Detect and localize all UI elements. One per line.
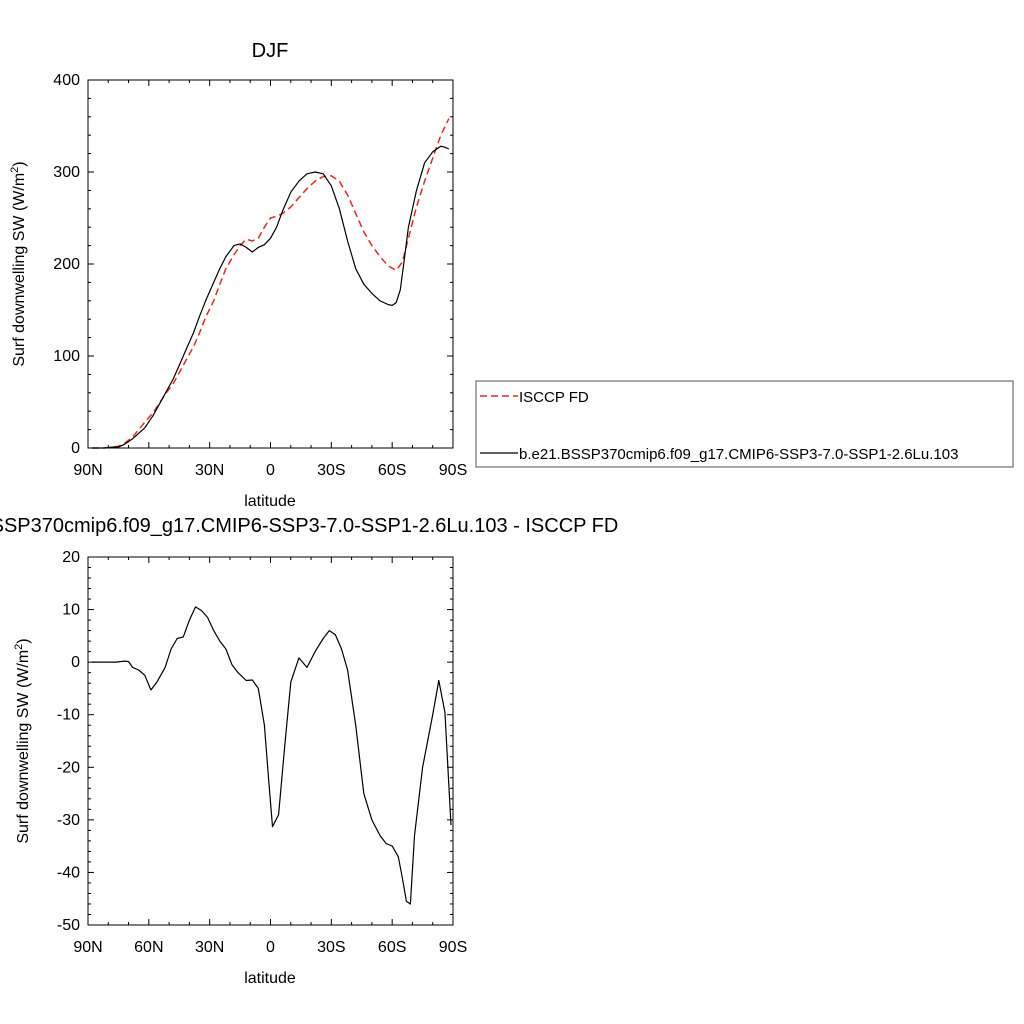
x-tick-label: 30S bbox=[317, 939, 345, 956]
y-axis-title-main: Surf downwelling SW bbox=[11, 215, 28, 367]
x-tick-label: 90S bbox=[439, 939, 467, 956]
series-line-isccp bbox=[92, 118, 450, 449]
x-tick-label: 30S bbox=[317, 462, 345, 479]
x-tick-label: 90S bbox=[439, 462, 467, 479]
x-tick-label: 0 bbox=[266, 939, 275, 956]
legend-label-isccp: ISCCP FD bbox=[519, 389, 589, 406]
y-tick-label: -30 bbox=[57, 812, 80, 829]
y-axis-title-unit: (W/m bbox=[11, 173, 28, 211]
x-tick-label: 90N bbox=[73, 462, 102, 479]
y-tick-label: -20 bbox=[57, 759, 80, 776]
y-tick-label: 300 bbox=[53, 164, 80, 181]
plot-area: 90N 60N 30N 0 30S 60S 90S 0 100 200 300 400 bbox=[53, 72, 467, 479]
y-tick-label: 400 bbox=[53, 72, 80, 89]
y-axis-title-unit: (W/m bbox=[15, 650, 32, 688]
x-tick-label: 60N bbox=[134, 462, 163, 479]
plot-frame bbox=[87, 79, 454, 449]
y-tick-label: -10 bbox=[57, 707, 80, 724]
y-axis-title-sup: 2 bbox=[13, 644, 25, 650]
y-tick-label: 10 bbox=[62, 602, 80, 619]
panel-bottom: b.e21.BSSP370cmip6.f09_g17.CMIP6-SSP3-7.… bbox=[0, 515, 618, 987]
y-tick-label: 0 bbox=[71, 440, 80, 457]
y-axis-title: Surf downwelling SW (W/m2) bbox=[13, 638, 32, 843]
x-tick-label: 90N bbox=[73, 939, 102, 956]
y-tick-label: 200 bbox=[53, 256, 80, 273]
x-axis-title: latitude bbox=[244, 493, 296, 510]
legend-label-model: b.e21.BSSP370cmip6.f09_g17.CMIP6-SSP3-7.… bbox=[519, 446, 958, 463]
legend: ISCCP FD b.e21.BSSP370cmip6.f09_g17.CMIP… bbox=[475, 380, 1014, 468]
y-axis-title-sup: 2 bbox=[9, 167, 21, 173]
y-tick-label: 0 bbox=[71, 654, 80, 671]
x-tick-label: 30N bbox=[195, 462, 224, 479]
y-axis-title: Surf downwelling SW (W/m2) bbox=[9, 161, 28, 366]
series-line-model bbox=[92, 145, 450, 449]
plot-frame bbox=[87, 556, 454, 926]
x-tick-label: 0 bbox=[266, 462, 275, 479]
x-axis-title: latitude bbox=[244, 970, 296, 987]
legend-box bbox=[475, 380, 1014, 468]
series-line-model bbox=[92, 606, 452, 905]
panel-title: DJF bbox=[252, 40, 289, 62]
plot-area: 90N 60N 30N 0 30S 60S 90S -50 -40 -30 -20 -10 0 10 20 bbox=[57, 549, 467, 956]
y-tick-label: -50 bbox=[57, 917, 80, 934]
y-axis-title-close: ) bbox=[11, 161, 28, 166]
x-tick-label: 30N bbox=[195, 939, 224, 956]
x-tick-label: 60S bbox=[378, 462, 406, 479]
y-tick-label: 20 bbox=[62, 549, 80, 566]
x-tick-label: 60N bbox=[134, 939, 163, 956]
y-axis-title-close: ) bbox=[15, 638, 32, 643]
y-axis-title-main: Surf downwelling SW bbox=[15, 692, 32, 844]
y-tick-label: 100 bbox=[53, 348, 80, 365]
panel-title: b.e21.BSSP370cmip6.f09_g17.CMIP6-SSP3-7.… bbox=[0, 515, 618, 537]
y-tick-label: -40 bbox=[57, 864, 80, 881]
panel-top: DJF 90N 60N 30N 0 30S 60S 90S 0 100 200 300 400 lat… bbox=[9, 40, 467, 510]
x-tick-label: 60S bbox=[378, 939, 406, 956]
